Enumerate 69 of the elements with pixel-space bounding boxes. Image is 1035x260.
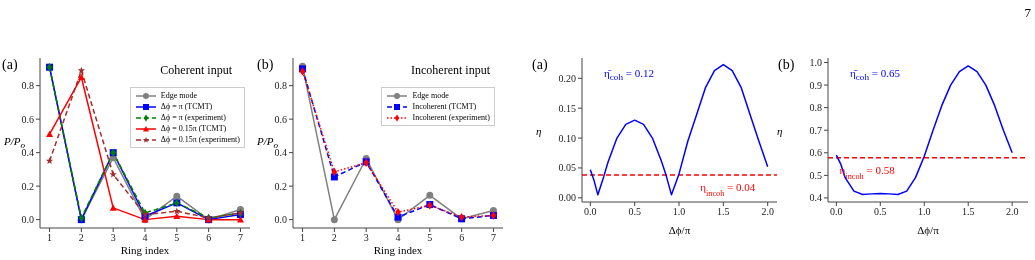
- y-tick-label: 0.2: [21, 180, 34, 192]
- x-tick-label: 7: [237, 232, 243, 244]
- x-tick-label: 3: [363, 232, 369, 244]
- x-tick-label: 5: [427, 232, 433, 244]
- x-tick-label: 1.0: [918, 206, 931, 218]
- y-tick-label: 1.0: [809, 57, 822, 69]
- x-tick-label: 3: [110, 232, 116, 244]
- x-tick-label: 5: [174, 232, 180, 244]
- x-tick-label: 2.0: [761, 206, 774, 218]
- x-tick-label: 1: [300, 232, 306, 244]
- x-tick-label: 7: [490, 232, 496, 244]
- x-tick-label: 6: [459, 232, 465, 244]
- y-axis-title: η: [777, 125, 783, 137]
- x-axis-title: Δϕ/π: [667, 224, 692, 236]
- annotation: η̄$_{coh}$ = 0.65: [850, 67, 900, 83]
- y-axis-title: η: [536, 125, 542, 137]
- y-tick-label: 0.05: [558, 162, 576, 174]
- y-tick-label: 0.7: [809, 124, 822, 136]
- y-tick-label: 0.5: [809, 169, 822, 181]
- x-tick-label: 1.0: [672, 206, 686, 218]
- y-tick-label: 0.6: [809, 147, 822, 159]
- y-tick-label: 0.8: [809, 102, 822, 114]
- y-tick-label: 0.0: [274, 214, 287, 226]
- x-tick-label: 0.0: [584, 206, 597, 218]
- y-tick-label: 0.20: [558, 72, 576, 84]
- text: (a): [2, 57, 18, 73]
- text: (b): [257, 57, 274, 73]
- x-tick-label: 4: [395, 232, 401, 244]
- chart-title: Incoherent input: [411, 63, 490, 78]
- x-tick-label: 1.5: [961, 206, 975, 218]
- x-tick-label: 2: [78, 232, 84, 244]
- text: (a): [532, 57, 548, 73]
- x-axis-title: Δϕ/π: [916, 224, 940, 236]
- x-tick-label: 1: [47, 232, 53, 244]
- y-tick-label: 0.15: [558, 102, 576, 114]
- x-tick-label: 2.0: [1005, 206, 1019, 218]
- text: 7: [1024, 5, 1031, 21]
- y-tick-label: 0.00: [558, 192, 576, 204]
- x-tick-label: 1.5: [717, 206, 730, 218]
- y-tick-label: 0.2: [274, 180, 287, 192]
- x-tick-label: 2: [331, 232, 337, 244]
- y-tick-label: 0.0: [21, 214, 34, 226]
- x-tick-label: 0.0: [830, 206, 843, 218]
- y-tick-label: 0.6: [274, 113, 287, 125]
- annotation: η̄$_{coh}$ = 0.12: [604, 67, 654, 83]
- text: (b): [778, 57, 795, 73]
- x-tick-label: 6: [206, 232, 212, 244]
- y-tick-label: 0.8: [21, 80, 34, 92]
- x-axis-title: Ring index: [119, 244, 171, 256]
- y-tick-label: 0.6: [21, 113, 34, 125]
- y-tick-label: 0.4: [809, 192, 822, 204]
- legend-label: Δϕ = π (TCMT): [160, 102, 213, 111]
- legend-label: Edge mode: [412, 91, 449, 100]
- legend-label: Incoherent (experiment): [412, 113, 490, 122]
- legend-label: Δϕ = 0.15π (experiment): [160, 135, 240, 144]
- chart-title: Coherent input: [160, 63, 232, 78]
- legend-label: Δϕ = π (experiment): [160, 113, 226, 122]
- legend-label: Incoherent (TCMT): [412, 102, 477, 111]
- y-tick-label: 0.9: [809, 79, 822, 91]
- annotation: η$_{incoh}$ = 0.04: [700, 181, 756, 198]
- legend-label: Δϕ = 0.15π (TCMT): [160, 124, 227, 133]
- x-tick-label: 4: [142, 232, 148, 244]
- y-tick-label: 0.10: [558, 132, 576, 144]
- x-tick-label: 0.5: [874, 206, 887, 218]
- legend-label: Edge mode: [160, 91, 197, 100]
- y-tick-label: 0.8: [274, 80, 287, 92]
- x-axis-title: Ring index: [372, 244, 424, 256]
- annotation: η$_{incoh}$ = 0.58: [839, 163, 896, 181]
- x-tick-label: 0.5: [628, 206, 641, 218]
